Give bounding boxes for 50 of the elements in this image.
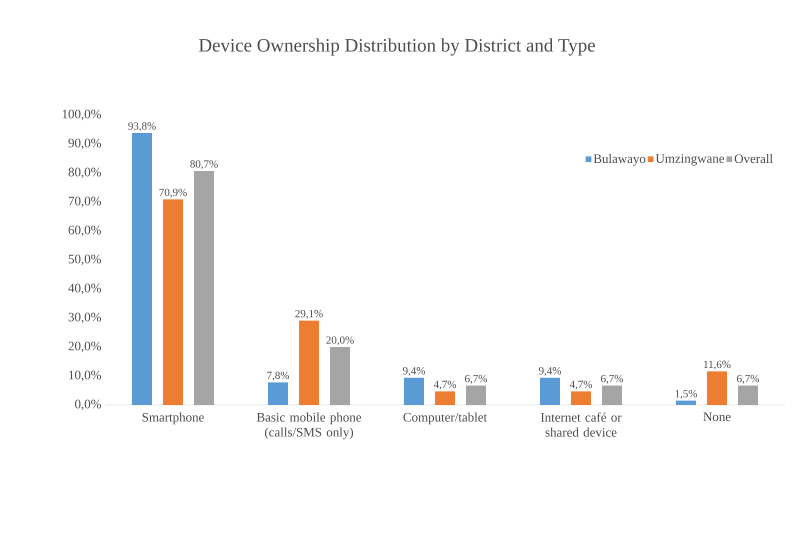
legend-label: Overall [734,154,773,164]
data-label: 6,7% [601,374,624,384]
data-label: 70,9% [160,188,187,198]
bar [404,378,424,405]
x-tick-label: None [703,412,731,422]
bar [738,386,758,405]
y-tick-label: 80,0% [68,168,102,178]
legend-label: Bulawayo [594,154,646,166]
y-tick-label: 30,0% [68,312,102,324]
y-tick-label: 100,0% [62,110,102,120]
data-label: 9,4% [402,367,426,376]
y-tick-label: 60,0% [68,226,102,236]
bar [466,386,486,405]
bar [435,391,456,405]
data-label: 80,7% [190,160,218,170]
y-tick-label: 40,0% [68,284,102,294]
data-label: 11,6% [704,360,731,370]
data-label: 7,8% [267,372,290,381]
bar [299,320,320,405]
y-tick-label: 90,0% [68,138,102,150]
x-tick-label: Computer/tablet [403,412,488,424]
data-label: 6,7% [737,374,760,384]
data-label: 4,7% [434,380,456,390]
data-label: 20,0% [326,336,354,346]
bar [330,346,350,405]
bar [163,199,184,405]
bar [540,378,560,405]
y-tick-label: 10,0% [69,370,102,382]
y-tick-label: 0,0% [75,400,102,410]
data-label: 9,4% [538,367,562,376]
data-label: 1,5% [676,390,698,399]
y-tick-label: 20,0% [68,342,102,352]
bar [194,170,214,405]
x-tick-label: Basic mobile phone (calls/SMS only) [256,412,362,440]
data-label: 6,7% [465,374,488,384]
chart-title: Device Ownership Distribution by District and Type [198,38,595,56]
x-tick-label: Internet café or shared device [540,412,622,437]
data-label: 93,8% [128,122,156,132]
bar [132,132,152,405]
data-label: 4,7% [570,380,592,390]
bar [707,371,728,405]
bar [602,386,622,405]
bar [571,391,592,405]
y-tick-label: 70,0% [68,196,102,208]
bar [676,400,696,405]
y-tick-label: 50,0% [68,254,102,266]
bar [268,382,288,405]
x-tick-label: Smartphone [142,412,204,424]
legend-label: Umzingwane [656,154,724,166]
data-label: 29,1% [295,310,323,319]
